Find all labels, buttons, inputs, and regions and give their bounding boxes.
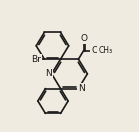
Text: N: N	[45, 69, 52, 78]
Text: CH₃: CH₃	[98, 46, 112, 55]
Text: O: O	[91, 46, 99, 55]
Text: O: O	[80, 34, 87, 43]
Text: Br: Br	[31, 55, 41, 64]
Text: N: N	[78, 84, 85, 93]
